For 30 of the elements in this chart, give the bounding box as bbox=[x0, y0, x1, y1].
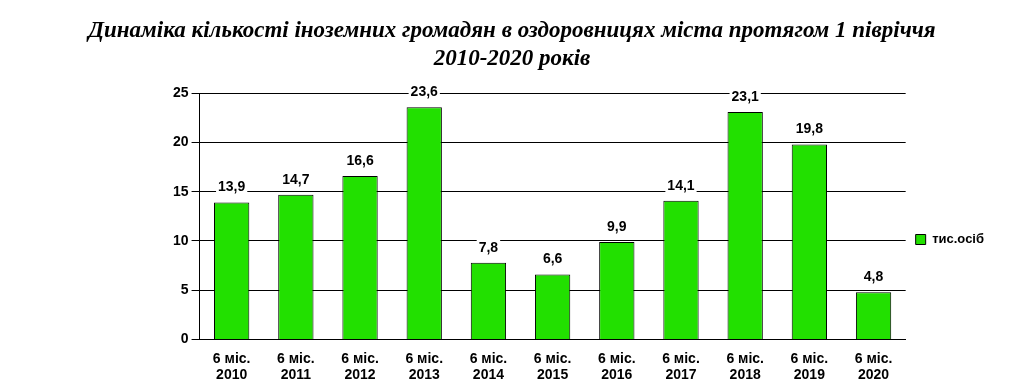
x-tick-label: 6 міс. 2013 bbox=[405, 349, 444, 383]
text: 14,1 bbox=[667, 176, 695, 193]
x-tick-label: 6 міс. 2020 bbox=[854, 349, 893, 383]
x-tick-label: 6 міс. 2012 bbox=[341, 349, 379, 383]
x-tick-label: 6 міс. 2017 bbox=[662, 349, 700, 383]
text: 14,7 bbox=[282, 170, 310, 187]
text: 13,9 bbox=[218, 178, 246, 195]
x-tick-label: 6 міс. 2014 bbox=[469, 349, 508, 383]
legend-label: тис.осіб bbox=[932, 231, 984, 247]
x-tick-label: 6 міс. 2016 bbox=[598, 349, 636, 383]
text: 23,1 bbox=[731, 87, 759, 104]
chart-title: Динаміка кількості іноземних громадян в оздоровницях міста протягом 1 півріччя 2010-2020 років bbox=[85, 16, 937, 72]
text: 19,8 bbox=[795, 120, 823, 137]
text: 9,9 bbox=[607, 217, 627, 234]
x-tick-label: 6 міс. 2018 bbox=[726, 349, 764, 383]
x-tick-label: 6 міс. 2010 bbox=[212, 349, 251, 383]
x-tick-label: 6 міс. 2011 bbox=[277, 349, 315, 383]
text: 23,6 bbox=[410, 83, 438, 100]
text: 4,8 bbox=[863, 268, 884, 285]
y-tick-label: 5 bbox=[180, 281, 189, 298]
y-tick-label: 15 bbox=[172, 182, 189, 199]
text: 16,6 bbox=[346, 151, 374, 168]
y-tick-label: 0 bbox=[180, 330, 189, 347]
y-tick-label: 10 bbox=[172, 231, 189, 248]
text: 7,8 bbox=[478, 238, 499, 255]
y-tick-label: 20 bbox=[172, 133, 189, 150]
text: 6,6 bbox=[542, 250, 563, 267]
x-tick-label: 6 міс. 2019 bbox=[790, 349, 829, 383]
x-tick-label: 6 міс. 2015 bbox=[533, 349, 572, 383]
y-tick-label: 25 bbox=[172, 84, 189, 101]
